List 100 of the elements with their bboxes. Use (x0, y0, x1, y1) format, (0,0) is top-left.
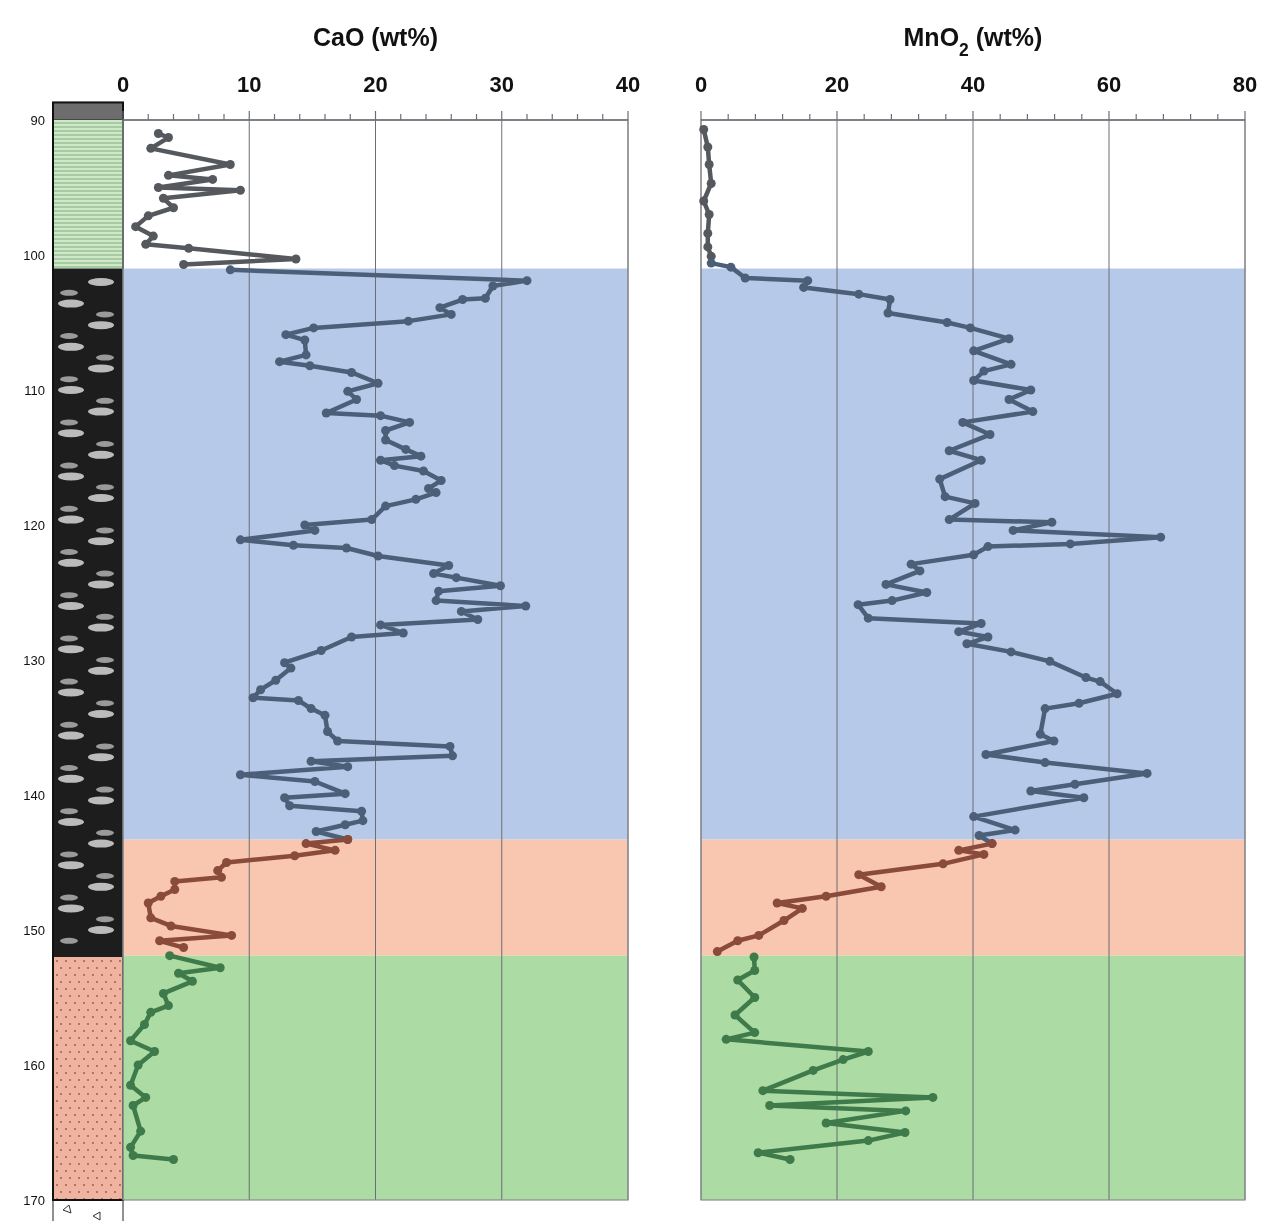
point (703, 242, 713, 252)
point (128, 1101, 138, 1110)
point (174, 968, 184, 978)
point (821, 1118, 831, 1128)
point (169, 1155, 178, 1164)
point (291, 254, 301, 264)
point (227, 930, 237, 940)
point (133, 1060, 143, 1070)
point (153, 129, 163, 138)
point (704, 160, 714, 170)
point (184, 243, 194, 253)
point (699, 196, 709, 206)
point (141, 239, 151, 249)
x-tick-label: 0 (694, 72, 708, 97)
point (143, 211, 153, 221)
point (153, 183, 163, 192)
point (712, 947, 722, 957)
point (163, 1001, 173, 1011)
point (169, 203, 178, 213)
point (772, 898, 782, 908)
point (730, 1010, 740, 1020)
point (330, 845, 340, 855)
point (148, 231, 158, 241)
point (854, 870, 864, 880)
point (128, 1150, 138, 1160)
x-tick-label: 20 (363, 72, 388, 97)
point (749, 952, 759, 962)
point (126, 1080, 136, 1090)
point (765, 1101, 775, 1110)
point (785, 1155, 795, 1164)
point (156, 891, 166, 901)
point (290, 851, 300, 861)
point (758, 1086, 768, 1096)
point (797, 903, 807, 913)
y-tick-label: 90 (30, 113, 45, 128)
point (225, 160, 235, 170)
point (235, 185, 245, 195)
point (863, 1047, 873, 1056)
y-tick-label: 150 (23, 923, 45, 938)
y-tick-label: 100 (23, 248, 45, 263)
point (876, 882, 886, 892)
point (938, 859, 948, 869)
point (126, 1142, 136, 1152)
point (750, 993, 760, 1002)
point (158, 988, 168, 998)
point (779, 916, 789, 926)
point (150, 1047, 160, 1056)
x-tick-label: 40 (960, 72, 986, 97)
point (165, 951, 175, 961)
point (146, 143, 156, 153)
point (166, 921, 176, 931)
x-tick-label: 60 (1096, 72, 1122, 97)
y-tick-label: 140 (23, 788, 45, 803)
point (900, 1128, 910, 1137)
point (155, 936, 165, 946)
point (136, 1126, 146, 1136)
x-tick-label: 10 (237, 72, 262, 97)
point (863, 1136, 873, 1146)
point (141, 1092, 151, 1102)
point (146, 1007, 156, 1017)
point (754, 930, 764, 940)
point (179, 943, 189, 953)
point (158, 193, 168, 203)
point (216, 872, 226, 882)
point (733, 936, 743, 946)
point (143, 898, 153, 908)
point (146, 913, 156, 923)
point (131, 222, 141, 232)
point (179, 259, 189, 269)
point (838, 1055, 848, 1065)
point (979, 849, 989, 859)
x-axis-title: MnO$_{2}$ (wt%) (903, 23, 1043, 60)
point (215, 963, 225, 973)
point (706, 178, 716, 188)
y-tick-label: 130 (23, 653, 45, 668)
y-tick-label: 160 (23, 1058, 45, 1073)
point (170, 876, 180, 886)
y-tick-label: 110 (24, 383, 45, 398)
point (703, 228, 713, 238)
point (721, 1034, 731, 1044)
point (753, 1148, 763, 1158)
point (301, 839, 311, 849)
point (750, 1028, 760, 1038)
point (750, 966, 760, 975)
y-tick-label: 120 (23, 518, 45, 533)
x-axis-title: CaO (wt%) (313, 23, 438, 51)
x-tick-label: 30 (489, 72, 514, 97)
point (704, 210, 714, 219)
point (213, 866, 223, 876)
point (208, 174, 218, 184)
point (126, 1036, 136, 1046)
point (222, 858, 232, 867)
point (821, 891, 831, 901)
point (808, 1065, 818, 1075)
point (170, 885, 180, 894)
y-tick-label: 170 (23, 1193, 45, 1208)
point (703, 142, 713, 152)
x-tick-label: 0 (116, 72, 130, 97)
point (139, 1020, 149, 1029)
point (163, 170, 173, 180)
